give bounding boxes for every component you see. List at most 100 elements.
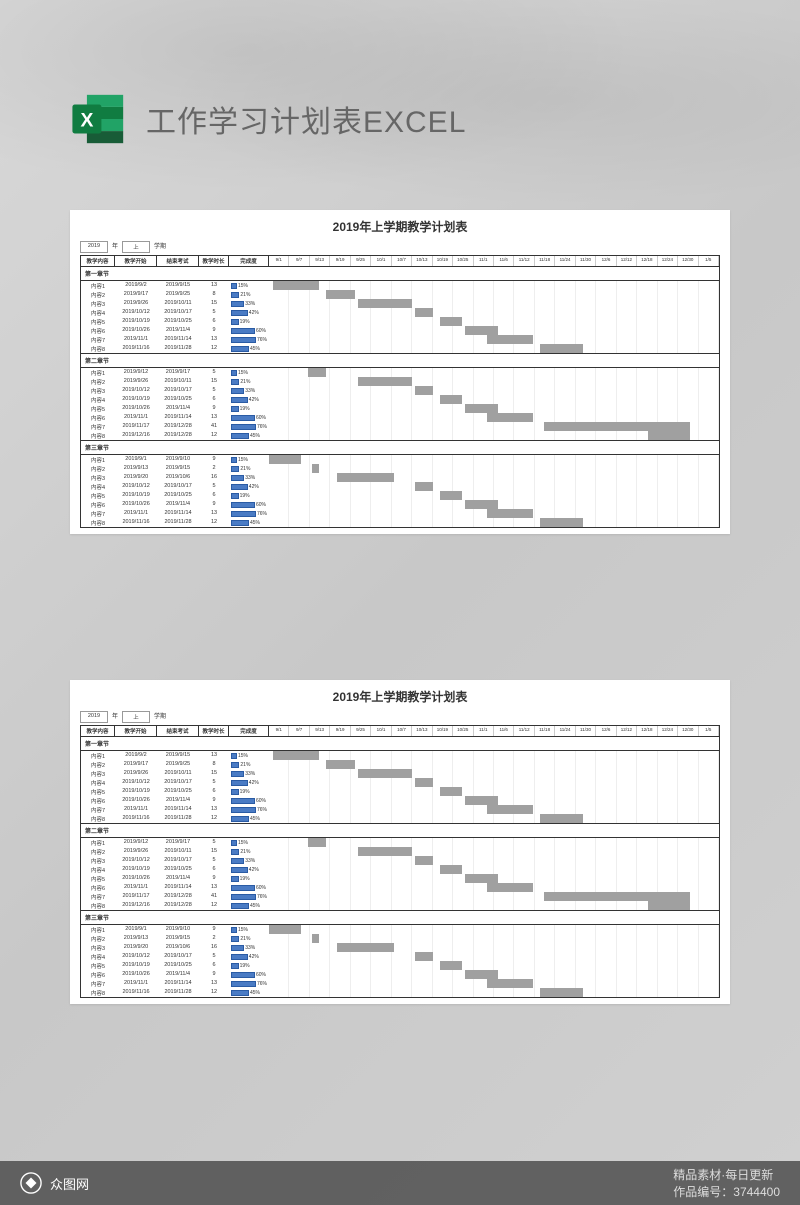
cell-end: 2019/11/4 [157,970,199,979]
cell-duration: 9 [199,796,229,805]
cell-end: 2019/10/17 [157,856,199,865]
cell-name: 内容2 [81,847,115,856]
brand-name: 众图网 [50,1174,89,1193]
cell-start: 2019/9/26 [115,299,157,308]
progress-bar [231,466,239,472]
cell-progress: 42% [229,395,269,404]
cell-start: 2019/10/26 [115,970,157,979]
timeline-date: 12/18 [637,726,657,736]
progress-bar [231,885,255,891]
cell-progress: 76% [229,422,269,431]
cell-end: 2019/9/15 [157,464,199,473]
timeline-date: 9/7 [289,726,309,736]
gantt-area [269,509,719,518]
progress-text: 60% [256,328,266,334]
cell-start: 2019/9/26 [115,847,157,856]
filter-year[interactable]: 2019 [80,711,108,723]
cell-name: 内容5 [81,961,115,970]
gantt-bar [540,344,583,353]
col-header: 教学开始 [115,726,157,736]
cell-progress: 15% [229,838,269,847]
cell-name: 内容1 [81,925,115,934]
cell-name: 内容8 [81,518,115,527]
filter-term[interactable]: 上 [122,711,150,723]
gantt-area [269,308,719,317]
filter-term[interactable]: 上 [122,241,150,253]
gantt-bar [312,934,319,943]
cell-start: 2019/11/1 [115,805,157,814]
cell-end: 2019/9/15 [157,751,199,760]
progress-text: 60% [256,502,266,508]
progress-text: 42% [249,397,259,403]
cell-end: 2019/10/17 [157,952,199,961]
cell-progress: 42% [229,308,269,317]
table-row: 内容7 2019/11/17 2019/12/28 41 76% [80,422,720,431]
timeline-date: 11/1 [474,726,494,736]
gantt-area [269,925,719,934]
progress-bar [231,990,249,996]
timeline-date: 12/24 [658,726,678,736]
timeline-date: 10/25 [453,256,473,266]
cell-progress: 15% [229,455,269,464]
gantt-bar [487,979,533,988]
timeline-date: 9/1 [269,726,289,736]
cell-name: 内容2 [81,464,115,473]
cell-progress: 60% [229,413,269,422]
table-row: 内容6 2019/10/26 2019/11/4 9 60% [80,970,720,979]
gantt-bar [273,751,319,760]
cell-start: 2019/10/19 [115,865,157,874]
footer-tagline: 精品素材·每日更新 [673,1168,773,1182]
gantt-bar [415,778,433,787]
cell-end: 2019/10/11 [157,377,199,386]
timeline-date: 12/6 [596,726,616,736]
table-row: 内容8 2019/11/16 2019/11/28 12 45% [80,988,720,998]
table-row: 内容1 2019/9/1 2019/9/10 9 15% [80,925,720,934]
gantt-bar [358,769,412,778]
cell-start: 2019/9/2 [115,751,157,760]
cell-end: 2019/10/17 [157,308,199,317]
progress-bar [231,493,239,499]
table-row: 内容4 2019/10/19 2019/10/25 6 42% [80,395,720,404]
section-header: 第一章节 [80,267,720,281]
spreadsheet-preview-1: 2019年上学期教学计划表 2019 年 上 学期 教学内容教学开始结束考试教学… [70,210,730,534]
gantt-area [269,883,719,892]
progress-text: 33% [245,771,255,777]
progress-text: 42% [249,780,259,786]
cell-start: 2019/10/12 [115,386,157,395]
gantt-area [269,778,719,787]
sheet-title: 2019年上学期教学计划表 [80,688,720,705]
cell-start: 2019/10/19 [115,317,157,326]
cell-end: 2019/10/11 [157,847,199,856]
cell-end: 2019/11/14 [157,805,199,814]
cell-name: 内容6 [81,326,115,335]
cell-name: 内容6 [81,500,115,509]
cell-duration: 5 [199,952,229,961]
progress-text: 15% [238,840,248,846]
cell-progress: 45% [229,518,269,527]
progress-bar [231,972,255,978]
cell-duration: 8 [199,760,229,769]
filter-year[interactable]: 2019 [80,241,108,253]
timeline-date: 9/13 [310,256,330,266]
gantt-area [269,979,719,988]
cell-name: 内容1 [81,838,115,847]
cell-end: 2019/11/28 [157,518,199,527]
gantt-bar [540,814,583,823]
progress-text: 42% [249,954,259,960]
filter-year-label: 年 [112,711,118,723]
filter-year-label: 年 [112,241,118,253]
col-header: 教学时长 [199,726,229,736]
cell-name: 内容3 [81,473,115,482]
timeline-date: 11/1 [474,256,494,266]
cell-start: 2019/9/26 [115,377,157,386]
cell-start: 2019/9/1 [115,455,157,464]
progress-text: 21% [240,379,250,385]
progress-bar [231,762,239,768]
gantt-bar [440,787,461,796]
footer-id-label: 作品编号： [673,1185,733,1199]
gantt-area [269,491,719,500]
cell-name: 内容5 [81,491,115,500]
gantt-area [269,892,719,901]
gantt-bar [487,805,533,814]
table-row: 内容8 2019/11/16 2019/11/28 12 45% [80,344,720,354]
